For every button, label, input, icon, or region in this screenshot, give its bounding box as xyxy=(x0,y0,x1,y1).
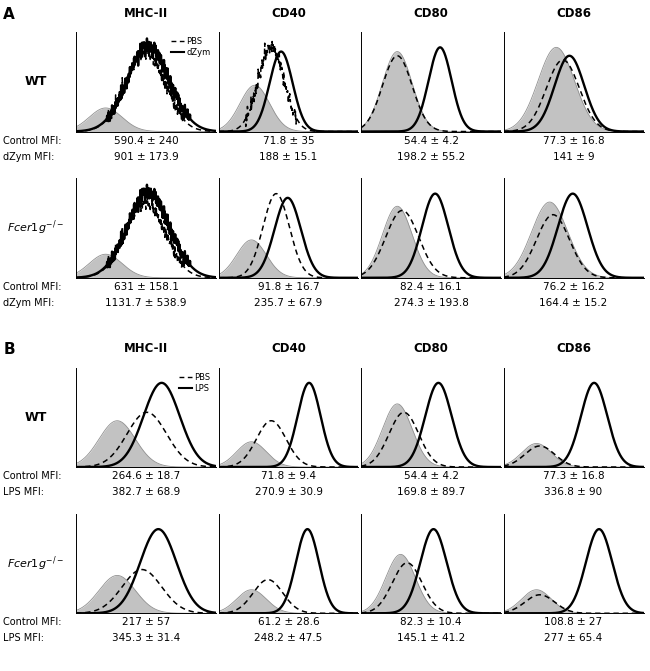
Legend: PBS, LPS: PBS, LPS xyxy=(176,370,214,396)
Text: 82.4 ± 16.1: 82.4 ± 16.1 xyxy=(400,282,462,292)
Text: 270.9 ± 30.9: 270.9 ± 30.9 xyxy=(255,487,322,497)
Text: dZym MFI:: dZym MFI: xyxy=(3,152,55,162)
Text: 264.6 ± 18.7: 264.6 ± 18.7 xyxy=(112,471,180,481)
Text: 77.3 ± 16.8: 77.3 ± 16.8 xyxy=(543,471,604,481)
Text: CD80: CD80 xyxy=(413,342,448,355)
Text: 336.8 ± 90: 336.8 ± 90 xyxy=(545,487,603,497)
Text: A: A xyxy=(3,7,15,21)
Text: 274.3 ± 193.8: 274.3 ± 193.8 xyxy=(394,298,469,308)
Text: WT: WT xyxy=(25,75,47,89)
Text: 82.3 ± 10.4: 82.3 ± 10.4 xyxy=(400,617,461,627)
Text: 277 ± 65.4: 277 ± 65.4 xyxy=(545,633,603,643)
Text: 345.3 ± 31.4: 345.3 ± 31.4 xyxy=(112,633,180,643)
Text: 54.4 ± 4.2: 54.4 ± 4.2 xyxy=(404,136,458,146)
Text: CD80: CD80 xyxy=(413,7,448,19)
Text: 217 ± 57: 217 ± 57 xyxy=(122,617,170,627)
Text: 590.4 ± 240: 590.4 ± 240 xyxy=(114,136,178,146)
Text: 76.2 ± 16.2: 76.2 ± 16.2 xyxy=(543,282,604,292)
Text: 54.4 ± 4.2: 54.4 ± 4.2 xyxy=(404,471,458,481)
Text: dZym MFI:: dZym MFI: xyxy=(3,298,55,308)
Text: 61.2 ± 28.6: 61.2 ± 28.6 xyxy=(257,617,319,627)
Text: 188 ± 15.1: 188 ± 15.1 xyxy=(259,152,318,162)
Text: 141 ± 9: 141 ± 9 xyxy=(552,152,594,162)
Text: CD40: CD40 xyxy=(271,7,306,19)
Text: 1131.7 ± 538.9: 1131.7 ± 538.9 xyxy=(105,298,187,308)
Text: 382.7 ± 68.9: 382.7 ± 68.9 xyxy=(112,487,180,497)
Text: 71.8 ± 35: 71.8 ± 35 xyxy=(263,136,315,146)
Text: 71.8 ± 9.4: 71.8 ± 9.4 xyxy=(261,471,316,481)
Text: 169.8 ± 89.7: 169.8 ± 89.7 xyxy=(397,487,465,497)
Text: LPS MFI:: LPS MFI: xyxy=(3,633,44,643)
Text: 198.2 ± 55.2: 198.2 ± 55.2 xyxy=(397,152,465,162)
Text: Control MFI:: Control MFI: xyxy=(3,471,62,481)
Text: WT: WT xyxy=(25,411,47,424)
Text: 145.1 ± 41.2: 145.1 ± 41.2 xyxy=(397,633,465,643)
Text: 164.4 ± 15.2: 164.4 ± 15.2 xyxy=(540,298,608,308)
Text: Control MFI:: Control MFI: xyxy=(3,136,62,146)
Text: MHC-II: MHC-II xyxy=(124,342,168,355)
Text: Control MFI:: Control MFI: xyxy=(3,282,62,292)
Text: CD40: CD40 xyxy=(271,342,306,355)
Text: 901 ± 173.9: 901 ± 173.9 xyxy=(114,152,178,162)
Text: 631 ± 158.1: 631 ± 158.1 xyxy=(114,282,179,292)
Text: 77.3 ± 16.8: 77.3 ± 16.8 xyxy=(543,136,604,146)
Text: 108.8 ± 27: 108.8 ± 27 xyxy=(545,617,603,627)
Text: 235.7 ± 67.9: 235.7 ± 67.9 xyxy=(254,298,322,308)
Text: $\it{Fcer1g}^{-/-}$: $\it{Fcer1g}^{-/-}$ xyxy=(7,554,64,573)
Text: B: B xyxy=(3,342,15,357)
Text: CD86: CD86 xyxy=(556,342,591,355)
Text: 248.2 ± 47.5: 248.2 ± 47.5 xyxy=(254,633,322,643)
Text: $\it{Fcer1g}^{-/-}$: $\it{Fcer1g}^{-/-}$ xyxy=(7,219,64,238)
Text: MHC-II: MHC-II xyxy=(124,7,168,19)
Text: 91.8 ± 16.7: 91.8 ± 16.7 xyxy=(257,282,319,292)
Legend: PBS, dZym: PBS, dZym xyxy=(168,34,214,60)
Text: CD86: CD86 xyxy=(556,7,591,19)
Text: Control MFI:: Control MFI: xyxy=(3,617,62,627)
Text: LPS MFI:: LPS MFI: xyxy=(3,487,44,497)
